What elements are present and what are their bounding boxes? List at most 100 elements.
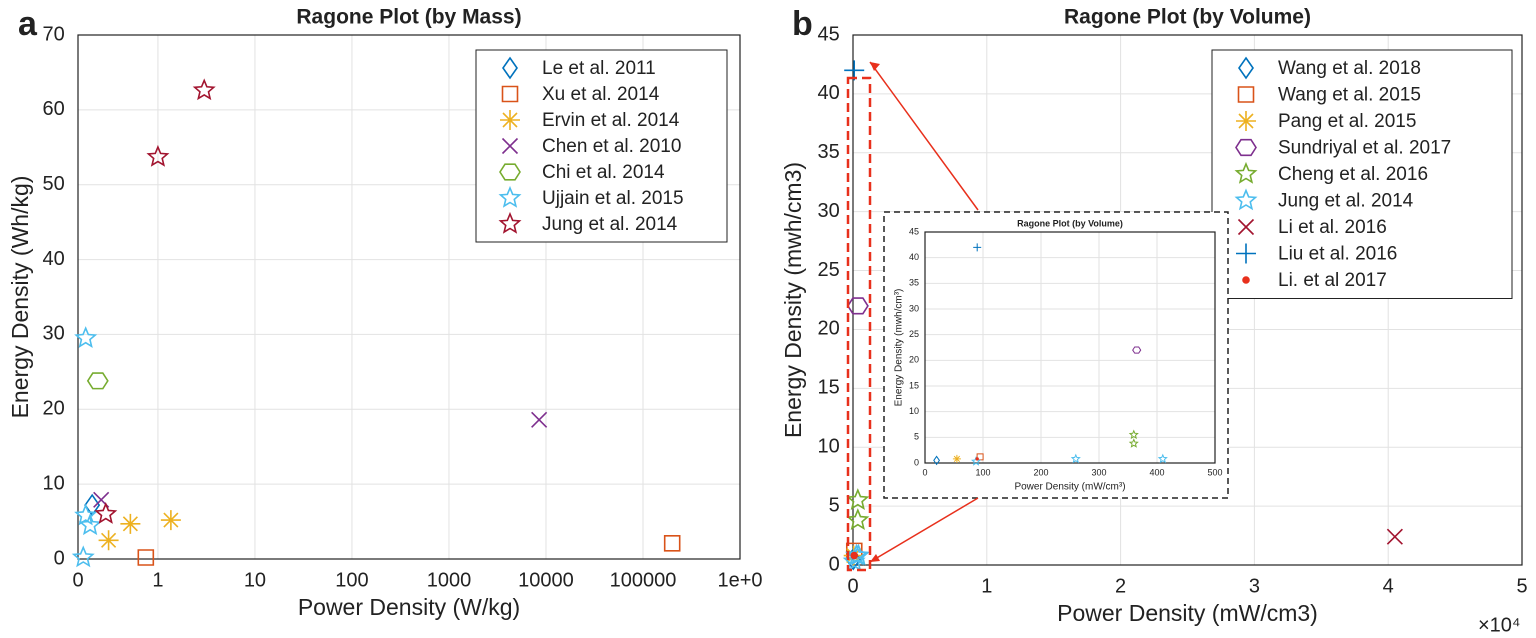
data-point <box>971 456 982 466</box>
data-point <box>78 513 102 536</box>
y-tick-label: 25 <box>818 259 840 281</box>
legend-marker <box>1242 276 1250 284</box>
data-point <box>973 243 982 252</box>
data-point <box>850 551 859 560</box>
y-tick-label: 10 <box>43 472 65 494</box>
x-tick-label: 400 <box>1149 467 1164 477</box>
y-axis-label: Energy Density (mwh/cm3) <box>780 162 806 438</box>
x-tick-label: 200 <box>1033 467 1048 477</box>
legend-marker <box>501 85 519 103</box>
x-tick-label: 10 <box>244 569 266 591</box>
y-tick-label: 20 <box>818 318 840 340</box>
x-tick-label: 100 <box>975 467 990 477</box>
x-axis-label: Power Density (W/kg) <box>298 594 520 620</box>
data-point <box>1128 429 1139 440</box>
zoom-arrow <box>869 61 979 211</box>
data-point <box>74 503 98 526</box>
x-tick-label: 0 <box>922 467 927 477</box>
x-tick-label: 100 <box>335 569 368 591</box>
data-point <box>94 502 118 524</box>
x-tick-label: 1 <box>981 575 992 597</box>
legend-label: Liu et al. 2016 <box>1278 244 1397 265</box>
legend-marker <box>1236 111 1256 131</box>
plot-area <box>925 232 1215 463</box>
x-tick-label: 5 <box>1516 575 1527 597</box>
y-tick-label: 70 <box>43 23 65 45</box>
legend-box <box>475 49 728 243</box>
y-tick-label: 40 <box>43 248 65 270</box>
legend-marker <box>1238 56 1254 80</box>
legend-label: Pang et al. 2015 <box>1278 111 1416 132</box>
legend-label: Li. et al 2017 <box>1278 270 1387 291</box>
y-tick-label: 10 <box>909 406 919 416</box>
plot-frame <box>924 231 1216 464</box>
x-tick-label: 4 <box>1383 575 1394 597</box>
legend-label: Wang et al. 2015 <box>1278 85 1421 106</box>
y-tick-label: 30 <box>909 303 919 313</box>
y-tick-label: 50 <box>43 173 65 195</box>
y-tick-label: 15 <box>909 380 919 390</box>
legend-label: Chen et al. 2010 <box>542 136 681 157</box>
x-tick-label: 0 <box>847 575 858 597</box>
y-tick-label: 25 <box>909 329 919 339</box>
arrow-head <box>870 554 880 562</box>
x-tick-label: 0 <box>72 569 83 591</box>
legend-marker <box>498 185 522 208</box>
y-tick-label: 0 <box>54 547 65 569</box>
data-point <box>137 549 155 566</box>
panel-label: a <box>18 5 38 43</box>
x-axis-label: Power Density (mW/cm³) <box>1014 482 1125 493</box>
x-tick-label: 500 <box>1207 467 1222 477</box>
data-point <box>74 326 98 348</box>
y-tick-label: 5 <box>829 494 840 516</box>
data-point <box>933 455 941 466</box>
data-point <box>1070 453 1081 464</box>
x-tick-label: 1e+0 <box>717 569 762 591</box>
legend-box <box>1211 49 1513 299</box>
x-tick-label: 3 <box>1249 575 1260 597</box>
y-axis-label: Energy Density (Wh/kg) <box>7 176 33 419</box>
data-point <box>120 513 141 534</box>
y-tick-label: 30 <box>43 323 65 345</box>
y-tick-label: 0 <box>829 553 840 575</box>
data-point <box>192 78 216 101</box>
legend-marker <box>500 110 520 130</box>
legend-label: Le et al. 2011 <box>542 58 656 79</box>
legend-marker <box>1234 161 1258 184</box>
x-tick-label: 1 <box>152 569 163 591</box>
y-tick-label: 60 <box>43 98 65 120</box>
chart-title: Ragone Plot (by Volume) <box>1017 218 1123 228</box>
x-tick-label: 300 <box>1091 467 1106 477</box>
arrow-head <box>870 62 880 71</box>
legend-label: Jung et al. 2014 <box>1278 191 1414 212</box>
legend-marker <box>1237 86 1255 103</box>
data-point <box>98 530 119 551</box>
data-point <box>975 457 979 461</box>
legend-label: Jung et al. 2014 <box>542 214 678 235</box>
y-tick-label: 20 <box>909 355 919 365</box>
legend-marker <box>502 56 518 80</box>
legend-marker <box>1237 218 1255 236</box>
x-axis-label: Power Density (mW/cm3) <box>1057 600 1318 626</box>
y-tick-label: 15 <box>818 377 840 399</box>
data-point <box>1128 438 1139 448</box>
data-point <box>1132 346 1142 354</box>
legend-label: Wang et al. 2018 <box>1278 58 1421 79</box>
legend-marker <box>501 137 519 155</box>
y-tick-label: 0 <box>914 457 919 467</box>
zoom-region <box>846 76 872 572</box>
data-point <box>86 372 109 390</box>
legend-marker <box>1235 138 1257 157</box>
legend-marker <box>499 163 521 181</box>
x-tick-label: 10000 <box>518 569 574 591</box>
legend-label: Sundriyal et al. 2017 <box>1278 138 1451 159</box>
chart-title: Ragone Plot (by Mass) <box>296 6 521 29</box>
chart-title: Ragone Plot (by Volume) <box>1064 6 1311 29</box>
y-tick-label: 40 <box>818 82 840 104</box>
y-tick-label: 30 <box>818 200 840 222</box>
legend-label: Chi et al. 2014 <box>542 162 665 183</box>
y-axis-label: Energy Density (mwh/cm³) <box>894 289 905 407</box>
legend-label: Ervin et al. 2014 <box>542 110 680 131</box>
legend-label: Xu et al. 2014 <box>542 84 660 105</box>
